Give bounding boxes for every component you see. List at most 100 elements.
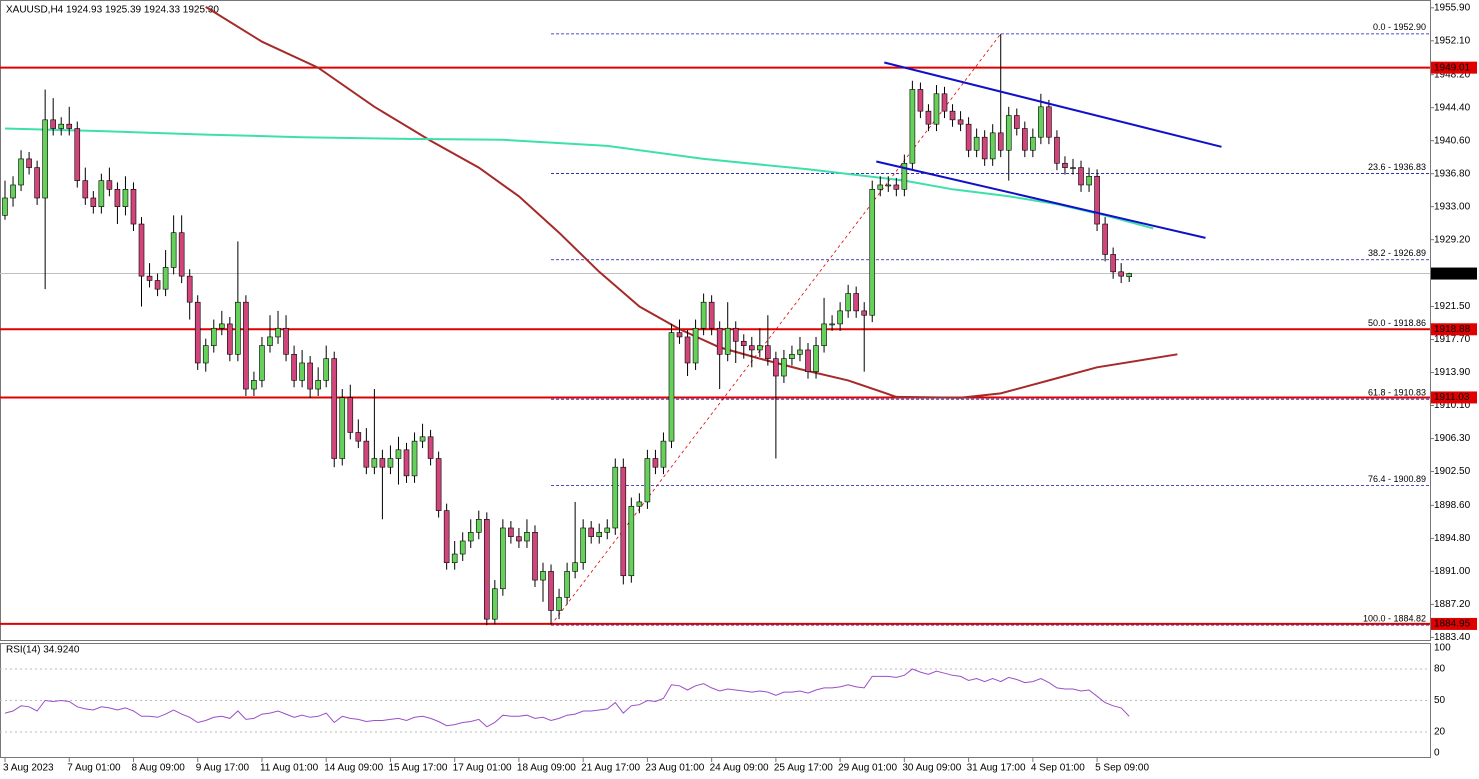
price-marker-label: 1918.88 bbox=[1434, 324, 1471, 335]
current-price-label: 1925.30 bbox=[1434, 268, 1471, 279]
y-tick-label: 1933.00 bbox=[1434, 201, 1471, 212]
rsi-tick-label: 0 bbox=[1434, 748, 1440, 759]
candle-body bbox=[146, 275, 153, 281]
candle-body bbox=[170, 232, 177, 268]
candle-body bbox=[42, 119, 48, 199]
candle-body bbox=[748, 345, 755, 351]
candle-body bbox=[668, 332, 675, 442]
candle-body bbox=[516, 536, 522, 542]
trendline bbox=[876, 160, 1206, 239]
candle-body bbox=[243, 301, 249, 390]
candle-body bbox=[331, 358, 338, 459]
price-marker bbox=[1431, 61, 1477, 74]
x-tick-label: 31 Aug 17:00 bbox=[967, 763, 1026, 774]
current-price-marker bbox=[1431, 267, 1477, 280]
candle-body bbox=[556, 597, 562, 611]
candle-body bbox=[1102, 223, 1108, 255]
fib-label: 0.0 - 1952.90 bbox=[1373, 22, 1426, 32]
trendline bbox=[884, 61, 1222, 148]
candle-body bbox=[210, 327, 217, 346]
candle-body bbox=[202, 345, 209, 364]
candle-body bbox=[716, 327, 723, 355]
price-marker-label: 1884.95 bbox=[1434, 619, 1471, 630]
x-tick-label: 4 Sep 01:00 bbox=[1031, 763, 1085, 774]
candle-body bbox=[251, 380, 257, 390]
candle-body bbox=[596, 532, 603, 537]
x-tick-label: 3 Aug 2023 bbox=[3, 763, 54, 774]
candle-body bbox=[106, 180, 113, 190]
candle-body bbox=[1046, 106, 1052, 138]
candle-body bbox=[98, 180, 105, 207]
candle-body bbox=[227, 323, 233, 355]
x-tick-label: 18 Aug 09:00 bbox=[517, 763, 576, 774]
candle-body bbox=[853, 293, 859, 312]
candle-body bbox=[941, 93, 948, 112]
candle-body bbox=[267, 336, 273, 346]
candle-body bbox=[684, 336, 691, 364]
candle-body bbox=[371, 458, 378, 468]
candle-body bbox=[644, 458, 651, 503]
candle-body bbox=[1005, 115, 1012, 151]
x-tick-label: 23 Aug 01:00 bbox=[645, 763, 704, 774]
candle-body bbox=[821, 323, 827, 346]
candle-body bbox=[114, 189, 121, 207]
candle-body bbox=[90, 197, 97, 207]
candle-body bbox=[885, 184, 892, 187]
candle-body bbox=[845, 293, 851, 312]
x-tick-label: 11 Aug 01:00 bbox=[260, 763, 319, 774]
price-marker bbox=[1431, 323, 1477, 336]
candle-body bbox=[10, 184, 16, 199]
y-tick-label: 1921.50 bbox=[1434, 301, 1471, 312]
candle-body bbox=[652, 458, 659, 468]
candle-body bbox=[178, 232, 185, 277]
x-tick-label: 9 Aug 17:00 bbox=[196, 763, 250, 774]
rsi-tick-label: 20 bbox=[1434, 727, 1446, 738]
candle-body bbox=[1030, 136, 1036, 151]
candle-body bbox=[789, 354, 795, 359]
candle-body bbox=[604, 527, 611, 533]
candle-body bbox=[291, 354, 297, 381]
candle-body bbox=[483, 518, 490, 620]
candle-body bbox=[387, 458, 394, 468]
candle-body bbox=[765, 345, 771, 359]
candle-body bbox=[34, 167, 40, 199]
candle-body bbox=[917, 89, 924, 112]
candle-body bbox=[467, 532, 474, 542]
fib-label: 100.0 - 1884.82 bbox=[1363, 613, 1426, 623]
candle-body bbox=[524, 532, 530, 542]
price-marker-label: 1949.01 bbox=[1434, 62, 1471, 73]
candle-body bbox=[861, 310, 868, 316]
candle-body bbox=[660, 440, 667, 468]
candle-body bbox=[186, 275, 193, 303]
candle-body bbox=[1110, 254, 1116, 273]
y-tick-label: 1952.10 bbox=[1434, 35, 1471, 46]
candle-body bbox=[532, 532, 538, 581]
candle-body bbox=[459, 540, 466, 555]
x-tick-label: 24 Aug 09:00 bbox=[710, 763, 769, 774]
candle-body bbox=[997, 132, 1004, 151]
price-marker bbox=[1431, 617, 1477, 630]
y-tick-label: 1940.60 bbox=[1434, 135, 1471, 146]
candle-body bbox=[162, 267, 169, 290]
candle-body bbox=[235, 301, 241, 355]
x-tick-label: 17 Aug 01:00 bbox=[453, 763, 512, 774]
y-tick-label: 1955.90 bbox=[1434, 2, 1471, 13]
candle-body bbox=[1078, 167, 1084, 186]
y-tick-label: 1913.90 bbox=[1434, 367, 1471, 378]
candle-body bbox=[66, 123, 73, 129]
rsi-tick-label: 80 bbox=[1434, 664, 1446, 675]
y-tick-label: 1894.80 bbox=[1434, 533, 1471, 544]
candle-body bbox=[475, 518, 482, 533]
candle-body bbox=[58, 123, 65, 129]
rsi-title: RSI(14) 34.9240 bbox=[6, 645, 80, 656]
candle-body bbox=[805, 349, 811, 372]
fib-label: 76.4 - 1900.89 bbox=[1368, 474, 1426, 484]
candle-body bbox=[740, 340, 747, 346]
y-tick-label: 1887.20 bbox=[1434, 599, 1471, 610]
fib-label: 50.0 - 1918.86 bbox=[1368, 318, 1426, 328]
candle-body bbox=[757, 345, 763, 351]
candle-body bbox=[1126, 273, 1132, 278]
candle-body bbox=[909, 89, 916, 164]
